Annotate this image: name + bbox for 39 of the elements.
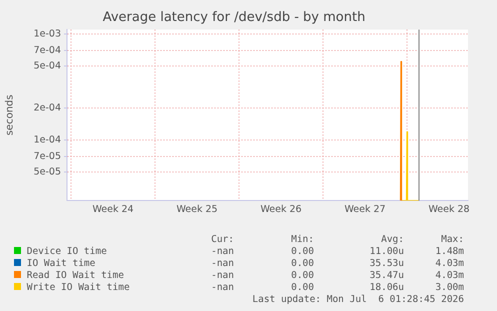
text: Avg:: [380, 233, 404, 245]
x-tick-label: Week 24: [92, 204, 134, 215]
legend-label: Device IO time: [26, 245, 108, 257]
text: 0.00: [290, 245, 314, 257]
text: 35.47u: [368, 269, 404, 281]
text: 4.03m: [434, 269, 464, 281]
legend-label: IO Wait time: [26, 257, 96, 269]
y-tick-label: 7e-04: [34, 44, 61, 56]
text: Max:: [440, 233, 464, 245]
x-tick-label: Week 28: [428, 204, 470, 215]
text: 0.00: [290, 269, 314, 281]
x-tick-label: Week 26: [260, 204, 302, 215]
text: Cur:: [210, 233, 234, 245]
text: 3.00m: [434, 281, 464, 293]
y-tick-label: 7e-05: [34, 151, 61, 162]
text: 0.00: [290, 257, 314, 269]
y-tick-label: 1e-03: [34, 28, 61, 40]
text: -nan: [210, 281, 234, 293]
text: Min:: [290, 233, 314, 245]
text: 18.06u: [368, 281, 404, 293]
text: 11.00u: [368, 245, 404, 257]
legend-label: Write IO Wait time: [26, 281, 131, 293]
text: -nan: [210, 269, 234, 281]
x-tick-label: Week 27: [344, 204, 386, 215]
text: Last update: Mon Jul 6 01:28:45 2026: [251, 293, 464, 305]
text: -nan: [210, 245, 234, 257]
y-axis-title: seconds: [4, 94, 16, 136]
text: 1.48m: [434, 245, 464, 257]
text: -nan: [210, 257, 234, 269]
y-tick-label: 1e-04: [34, 134, 61, 146]
text: 0.00: [290, 281, 314, 293]
legend-label: Read IO Wait time: [26, 269, 125, 281]
text: 4.03m: [434, 257, 464, 269]
y-tick-label: 2e-04: [34, 102, 61, 114]
x-tick-label: Week 25: [176, 204, 218, 215]
y-tick-label: 5e-05: [34, 166, 61, 178]
y-tick-label: 5e-04: [34, 60, 61, 72]
text: 35.53u: [368, 257, 404, 269]
chart-title: Average latency for /dev/sdb - by month: [102, 10, 366, 26]
